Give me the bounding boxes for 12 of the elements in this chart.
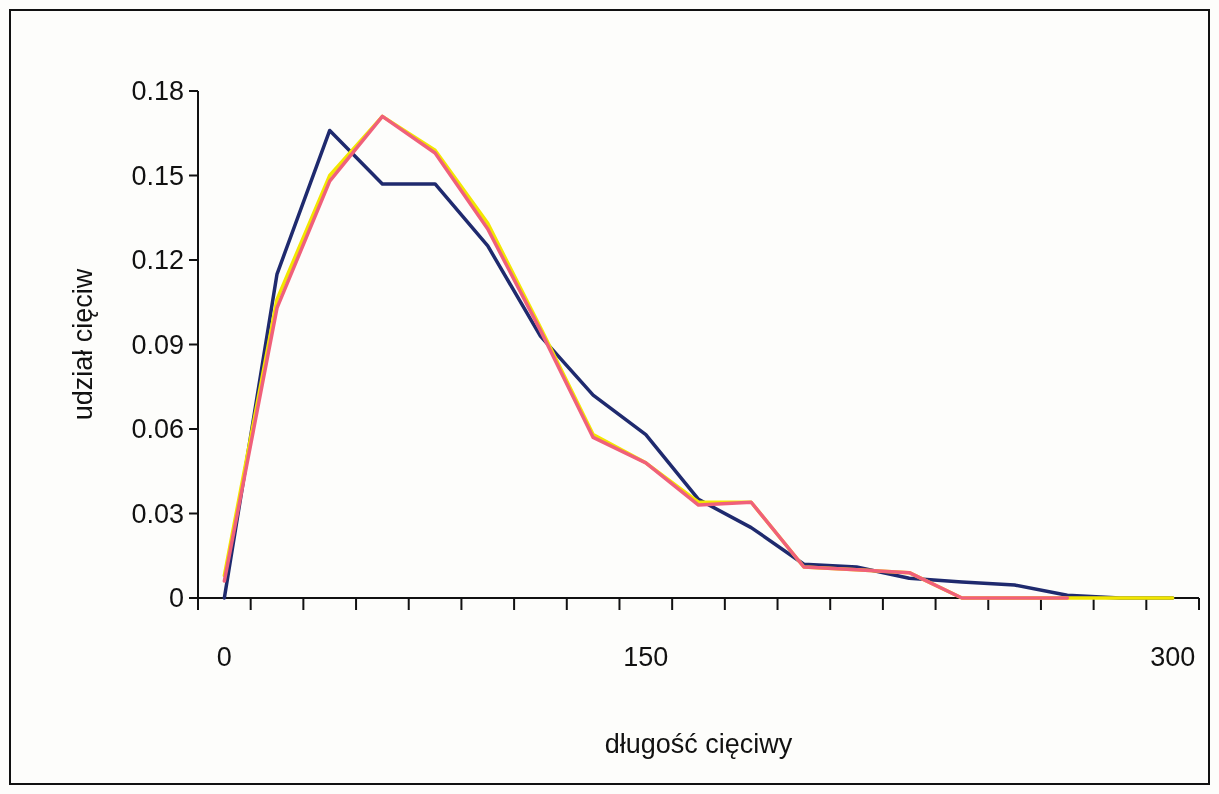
x-tick-label: 150	[623, 642, 669, 672]
x-tick-label: 0	[216, 642, 232, 672]
x-axis-title: długość cięciwy	[604, 729, 793, 759]
y-tick-label: 0.03	[131, 498, 184, 529]
x-tick-label: 300	[1150, 642, 1196, 672]
y-tick-label: 0.18	[131, 76, 184, 107]
y-axis-title: udział cięciw	[68, 268, 98, 421]
y-tick-label: 0.06	[131, 414, 184, 445]
y-tick-label: 0.15	[131, 160, 184, 191]
y-tick-label: 0.12	[131, 245, 184, 276]
y-tick-label: 0.09	[131, 329, 184, 360]
y-tick-label: 0	[168, 583, 184, 614]
